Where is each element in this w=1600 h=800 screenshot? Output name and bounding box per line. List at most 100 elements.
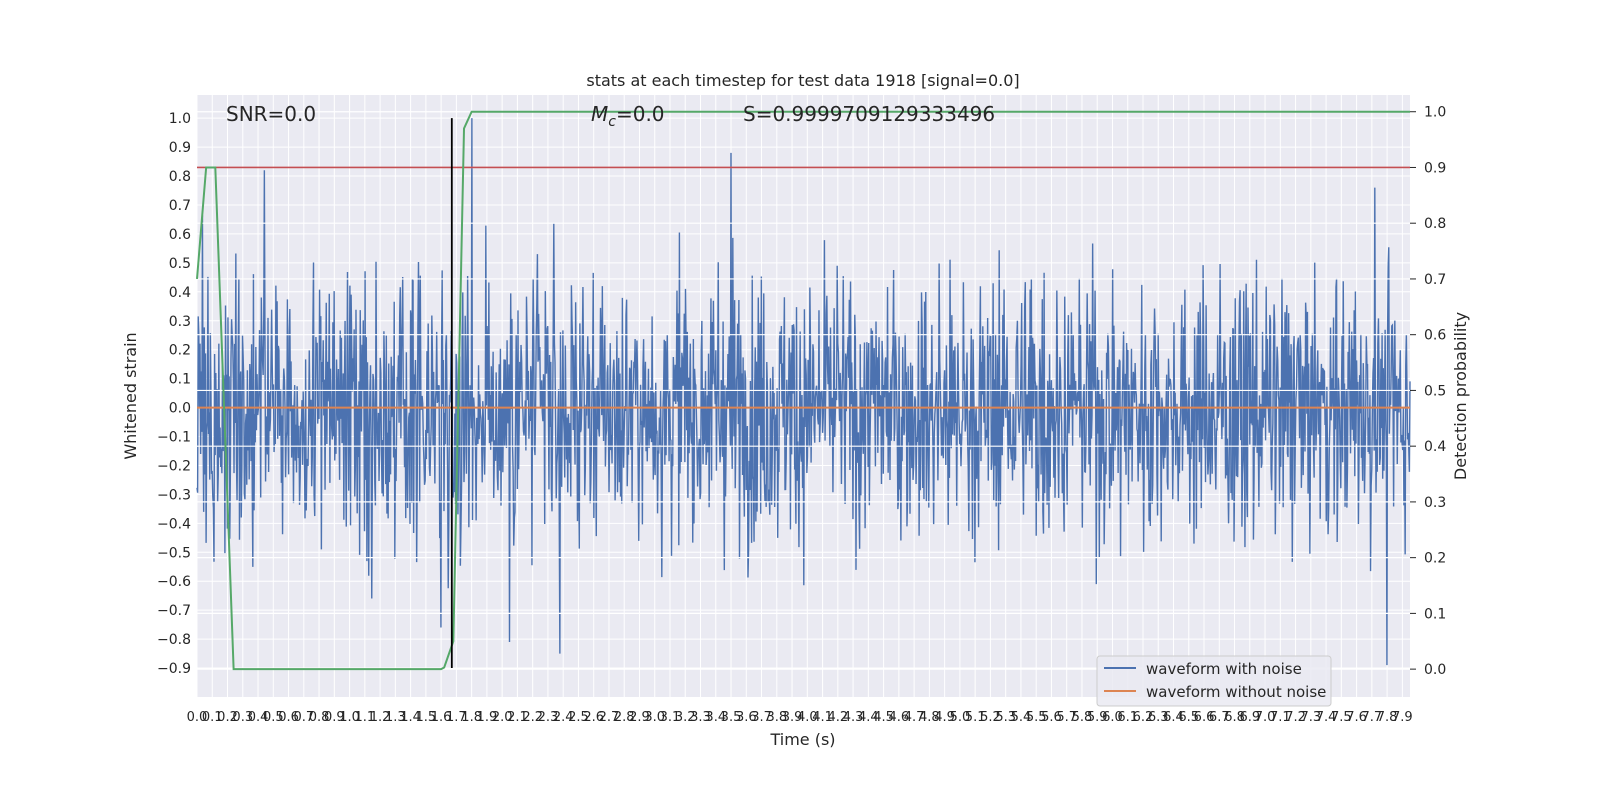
x-tick-label: 4.8	[919, 710, 940, 725]
y-tick-label-left: 0.7	[169, 198, 191, 214]
x-tick-label: 0.3	[232, 710, 253, 725]
x-tick-label: 7.2	[1285, 710, 1306, 725]
x-tick-label: 1.1	[354, 710, 375, 725]
y-tick-label-right: 0.4	[1424, 439, 1446, 455]
x-tick-label: 1.3	[385, 710, 406, 725]
x-tick-label: 6.1	[1117, 710, 1138, 725]
x-tick-label: 6.6	[1194, 710, 1215, 725]
x-tick-label: 0.8	[309, 710, 330, 725]
x-tick-label: 0.7	[293, 710, 314, 725]
x-tick-label: 6.5	[1178, 710, 1199, 725]
x-tick-label: 2.6	[583, 710, 604, 725]
x-tick-label: 3.8	[766, 710, 787, 725]
y-tick-label-left: 0.5	[169, 256, 191, 272]
x-tick-label: 3.7	[751, 710, 772, 725]
x-tick-label: 7.5	[1331, 710, 1352, 725]
mc-subscript: c	[608, 114, 616, 130]
y-tick-label-right: 0.3	[1424, 495, 1446, 511]
mc-symbol: M	[591, 102, 608, 126]
x-tick-label: 2.9	[629, 710, 650, 725]
x-tick-label: 2.2	[522, 710, 543, 725]
y-tick-label-left: −0.7	[157, 603, 191, 619]
y-tick-label-left: 0.0	[169, 401, 191, 417]
y-ticks-left: −0.9 −0.8 −0.7 −0.6 −0.5 −0.4 −0.3 −0.2 −0.1 0.0 0…	[157, 111, 191, 677]
legend-box	[1096, 655, 1332, 707]
y-tick-label-right: 0.0	[1424, 662, 1446, 678]
y-tick-label-left: −0.1	[157, 430, 191, 446]
y-tick-label-left: 0.9	[169, 140, 191, 156]
x-tick-label: 5.8	[1072, 710, 1093, 725]
y-tick-label-right: 1.0	[1424, 105, 1446, 121]
y-tick-label-right: 0.6	[1424, 328, 1446, 344]
x-tick-label: 2.4	[553, 710, 574, 725]
x-tick-label: 7.6	[1346, 710, 1367, 725]
x-tick-label: 3.5	[721, 710, 742, 725]
x-tick-label: 6.3	[1148, 710, 1169, 725]
x-tick-label: 4.0	[797, 710, 818, 725]
s-annotation: S=0.9999709129333496	[743, 102, 995, 126]
x-tick-label: 7.9	[1392, 710, 1413, 725]
x-tick-label: 3.2	[675, 710, 696, 725]
x-tick-label: 0.1	[202, 710, 223, 725]
y-tick-label-left: −0.4	[157, 516, 191, 532]
waveform-with-noise-line	[196, 118, 1411, 666]
y-tick-label-right: 0.9	[1424, 160, 1446, 176]
x-tick-label: 6.2	[1133, 710, 1154, 725]
x-tick-label: 2.3	[538, 710, 559, 725]
y-tick-label-left: 0.1	[169, 372, 191, 388]
x-tick-label: 7.4	[1316, 710, 1337, 725]
x-tick-label: 0.6	[278, 710, 299, 725]
x-tick-label: 1.6	[431, 710, 452, 725]
x-tick-label: 6.7	[1209, 710, 1230, 725]
legend-label-waveform-without-noise: waveform without noise	[1146, 683, 1326, 701]
y-tick-label-left: 0.6	[169, 227, 191, 243]
x-tick-label: 7.8	[1377, 710, 1398, 725]
x-tick-label: 0.5	[263, 710, 284, 725]
x-tick-label: 4.3	[843, 710, 864, 725]
x-tick-label: 3.4	[705, 710, 726, 725]
x-tick-label: 6.0	[1102, 710, 1123, 725]
y-tick-label-right: 0.1	[1424, 606, 1446, 622]
x-tick-label: 1.2	[370, 710, 391, 725]
y-tick-label-left: 0.8	[169, 169, 191, 185]
y-tick-label-left: 0.4	[169, 285, 191, 301]
y-tick-label-right: 0.5	[1424, 383, 1446, 399]
x-tick-label: 2.8	[614, 710, 635, 725]
legend: waveform with noise waveform without noi…	[1096, 655, 1332, 707]
plot-area	[197, 95, 1410, 697]
legend-label-waveform-with-noise: waveform with noise	[1146, 660, 1302, 678]
snr-annotation: SNR=0.0	[226, 102, 316, 126]
x-tick-label: 7.1	[1270, 710, 1291, 725]
y-tick-label-left: −0.5	[157, 545, 191, 561]
x-tick-label: 3.3	[690, 710, 711, 725]
x-axis-label: Time (s)	[769, 730, 835, 749]
x-tick-label: 1.9	[477, 710, 498, 725]
x-tick-label: 1.7	[446, 710, 467, 725]
y-tick-label-left: 1.0	[169, 111, 191, 127]
x-tick-label: 5.1	[965, 710, 986, 725]
x-tick-label: 4.2	[827, 710, 848, 725]
x-tick-label: 4.4	[858, 710, 879, 725]
x-tick-label: 5.3	[995, 710, 1016, 725]
x-tick-label: 1.4	[400, 710, 421, 725]
x-tick-label: 5.9	[1087, 710, 1108, 725]
x-tick-label: 7.7	[1362, 710, 1383, 725]
x-tick-label: 2.7	[599, 710, 620, 725]
x-tick-label: 4.6	[889, 710, 910, 725]
x-tick-label: 0.2	[217, 710, 238, 725]
y-tick-label-left: 0.2	[169, 343, 191, 359]
x-tick-label: 6.8	[1224, 710, 1245, 725]
x-tick-label: 5.4	[1011, 710, 1032, 725]
x-tick-label: 0.4	[248, 710, 269, 725]
series-waveform-with-noise	[196, 118, 1411, 666]
x-tick-label: 7.3	[1300, 710, 1321, 725]
x-tick-label: 4.9	[934, 710, 955, 725]
x-tick-label: 2.1	[507, 710, 528, 725]
x-tick-label: 4.7	[904, 710, 925, 725]
y-tick-label-left: −0.6	[157, 574, 191, 590]
y-ticks-right: 0.0 0.1 0.2 0.3 0.4 0.5 0.6 0.7 0.8 0.9 1.0	[1410, 105, 1446, 678]
x-tick-label: 5.0	[950, 710, 971, 725]
y-axis-label-right: Detection probability	[1451, 312, 1470, 480]
y-tick-label-right: 0.7	[1424, 272, 1446, 288]
